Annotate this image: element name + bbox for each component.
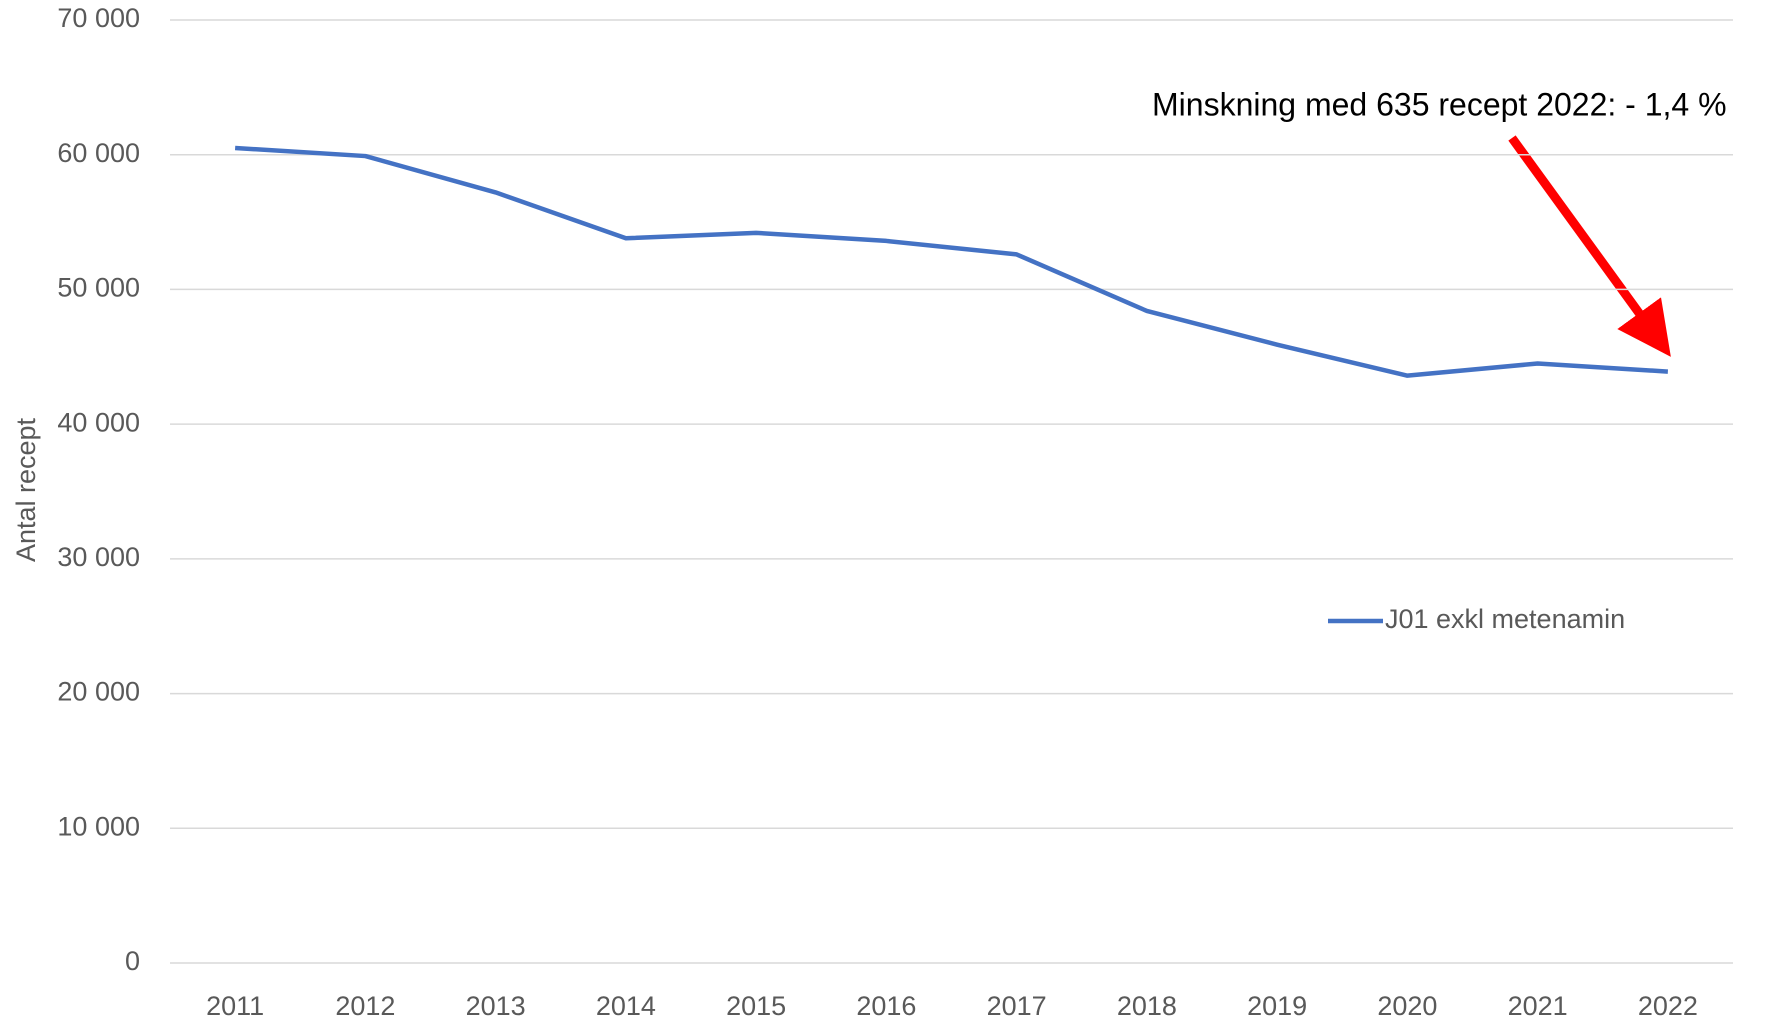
x-tick-label: 2018 [1117,991,1177,1018]
y-tick-label: 0 [125,946,140,976]
annotation: Minskning med 635 recept 2022: - 1,4 % [1152,86,1727,122]
annotation-arrow [1508,135,1671,357]
x-tick-label: 2016 [856,991,916,1018]
x-tick-label: 2021 [1508,991,1568,1018]
y-axis-label: Antal recept [11,417,41,562]
series-line [234,145,1669,378]
x-tick-label: 2015 [726,991,786,1018]
y-tick-label: 50 000 [57,273,140,303]
y-tick-label: 20 000 [57,677,140,707]
x-tick-label: 2012 [335,991,395,1018]
x-tick-label: 2022 [1638,991,1698,1018]
y-tick-label: 10 000 [57,811,140,841]
legend-label: J01 exkl metenamin [1385,604,1625,634]
x-tick-label: 2017 [987,991,1047,1018]
x-tick-label: 2020 [1377,991,1437,1018]
x-tick-label: 2019 [1247,991,1307,1018]
y-tick-label: 60 000 [57,138,140,168]
y-tick-label: 40 000 [57,407,140,437]
x-tick-label: 2014 [596,991,656,1018]
y-tick-label: 70 000 [57,3,140,33]
x-tick-label: 2013 [466,991,526,1018]
y-tick-label: 30 000 [57,542,140,572]
x-tick-label: 2011 [206,991,264,1018]
